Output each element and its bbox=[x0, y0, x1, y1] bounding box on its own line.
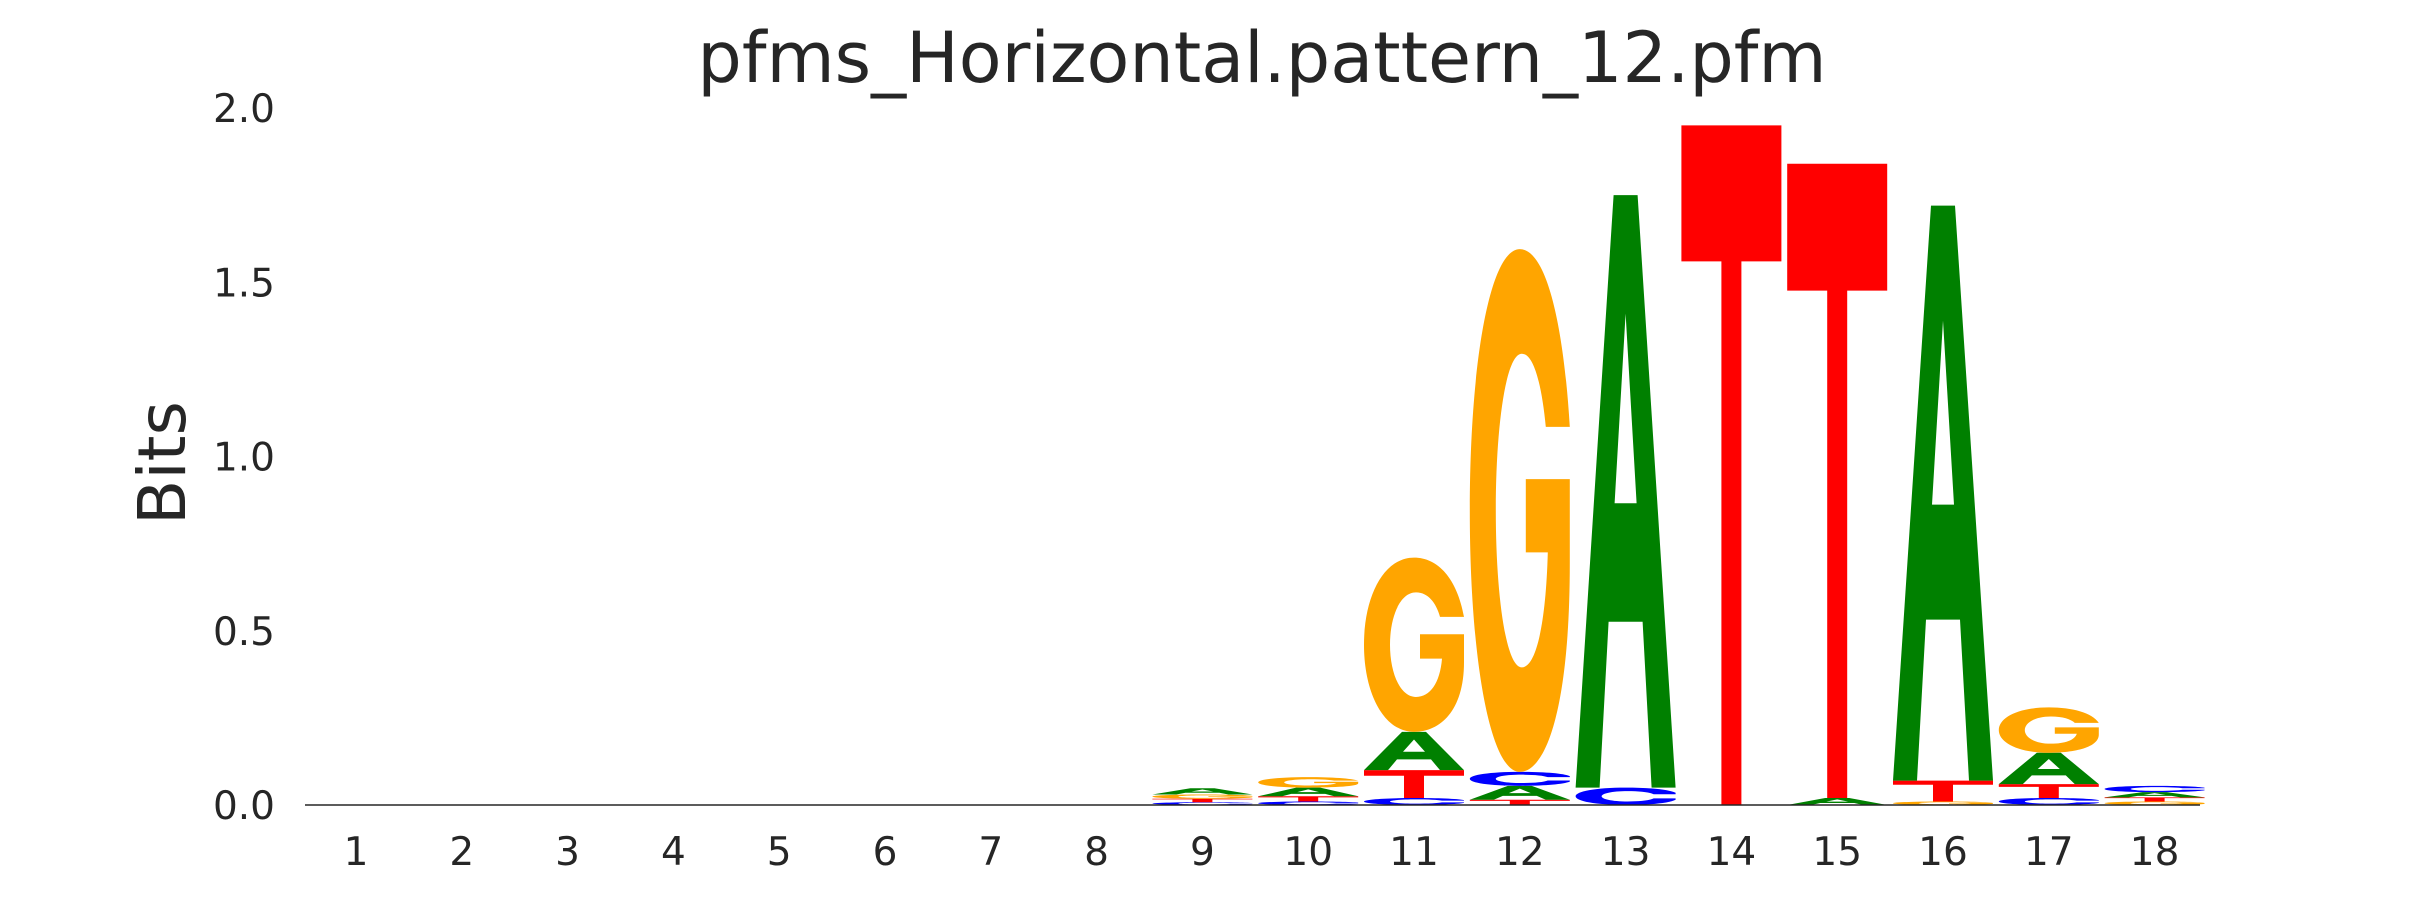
logo-letter-g-pos-18 bbox=[2104, 801, 2205, 805]
x-tick-label: 11 bbox=[1389, 830, 1439, 875]
logo-letter-g-pos-9 bbox=[1152, 794, 1253, 799]
x-tick-label: 5 bbox=[767, 830, 792, 875]
logo-letter-t-pos-15 bbox=[1787, 163, 1888, 799]
x-tick-label: 12 bbox=[1495, 830, 1545, 875]
logo-letter-t-pos-10 bbox=[1258, 796, 1359, 802]
y-tick-label: 0.0 bbox=[213, 784, 275, 829]
x-tick-label: 1 bbox=[344, 830, 369, 875]
logo-letter-c-pos-13 bbox=[1575, 787, 1676, 806]
y-tick-label: 2.0 bbox=[213, 87, 275, 132]
x-axis-ticks: 1 2 3 4 5 6 7 8 9 10 11 12 13 14 15 16 17 18 bbox=[344, 830, 2180, 875]
x-tick-label: 16 bbox=[1918, 830, 1968, 875]
logo-letter-g-pos-17 bbox=[1998, 707, 2099, 753]
x-tick-label: 6 bbox=[873, 830, 898, 875]
logo-letter-t-pos-16 bbox=[1893, 780, 1993, 802]
logo-letter-t-pos-18 bbox=[2104, 797, 2205, 802]
logo-letter-c-pos-11 bbox=[1364, 798, 1464, 805]
x-tick-label: 10 bbox=[1283, 830, 1333, 875]
x-tick-label: 15 bbox=[1812, 830, 1862, 875]
logo-letter-a-pos-9 bbox=[1152, 788, 1253, 795]
logo-letter-a-pos-10 bbox=[1258, 787, 1359, 797]
logo-letter-a-pos-17 bbox=[1998, 752, 2099, 785]
logo-letter-a-pos-18 bbox=[2104, 792, 2205, 798]
logo-letter-t-pos-17 bbox=[1998, 784, 2099, 799]
logo-letter-a-pos-12 bbox=[1469, 785, 1570, 800]
y-tick-label: 1.0 bbox=[213, 436, 275, 481]
x-tick-label: 9 bbox=[1190, 830, 1215, 875]
y-tick-label: 1.5 bbox=[213, 261, 275, 306]
logo-letter-c-pos-10 bbox=[1258, 801, 1359, 805]
logo-letter-g-pos-16 bbox=[1893, 801, 1993, 805]
logo-letter-g-pos-12 bbox=[1469, 249, 1570, 772]
chart-title: pfms_Horizontal.pattern_12.pfm bbox=[697, 17, 1826, 99]
logo-letter-c-pos-18 bbox=[2104, 785, 2205, 793]
logo-letter-g-pos-10 bbox=[1258, 777, 1359, 788]
x-tick-label: 14 bbox=[1707, 830, 1757, 875]
x-tick-label: 4 bbox=[661, 830, 686, 875]
x-tick-label: 7 bbox=[978, 830, 1003, 875]
logo-letters bbox=[1152, 125, 2205, 806]
logo-letter-a-pos-11 bbox=[1364, 731, 1464, 771]
logo-letter-a-pos-15 bbox=[1787, 798, 1888, 805]
x-tick-label: 13 bbox=[1601, 830, 1651, 875]
logo-letter-a-pos-16 bbox=[1893, 205, 1993, 781]
logo-letter-c-pos-12 bbox=[1469, 771, 1570, 786]
logo-letter-c-pos-17 bbox=[1998, 798, 2099, 805]
y-axis-ticks: 0.0 0.5 1.0 1.5 2.0 bbox=[213, 87, 275, 829]
y-axis-label: Bits bbox=[124, 401, 201, 525]
x-tick-label: 18 bbox=[2130, 830, 2180, 875]
x-tick-label: 8 bbox=[1084, 830, 1109, 875]
logo-letter-t-pos-14 bbox=[1681, 125, 1782, 806]
x-tick-label: 17 bbox=[2024, 830, 2074, 875]
logo-letter-t-pos-9 bbox=[1152, 798, 1253, 803]
x-tick-label: 2 bbox=[449, 830, 474, 875]
y-tick-label: 0.5 bbox=[213, 610, 275, 655]
logo-letter-g-pos-11 bbox=[1364, 557, 1464, 732]
logo-letter-t-pos-11 bbox=[1364, 770, 1464, 799]
x-tick-label: 3 bbox=[555, 830, 580, 875]
logo-letter-a-pos-13 bbox=[1575, 195, 1676, 788]
logo-letter-t-pos-12 bbox=[1469, 799, 1570, 805]
